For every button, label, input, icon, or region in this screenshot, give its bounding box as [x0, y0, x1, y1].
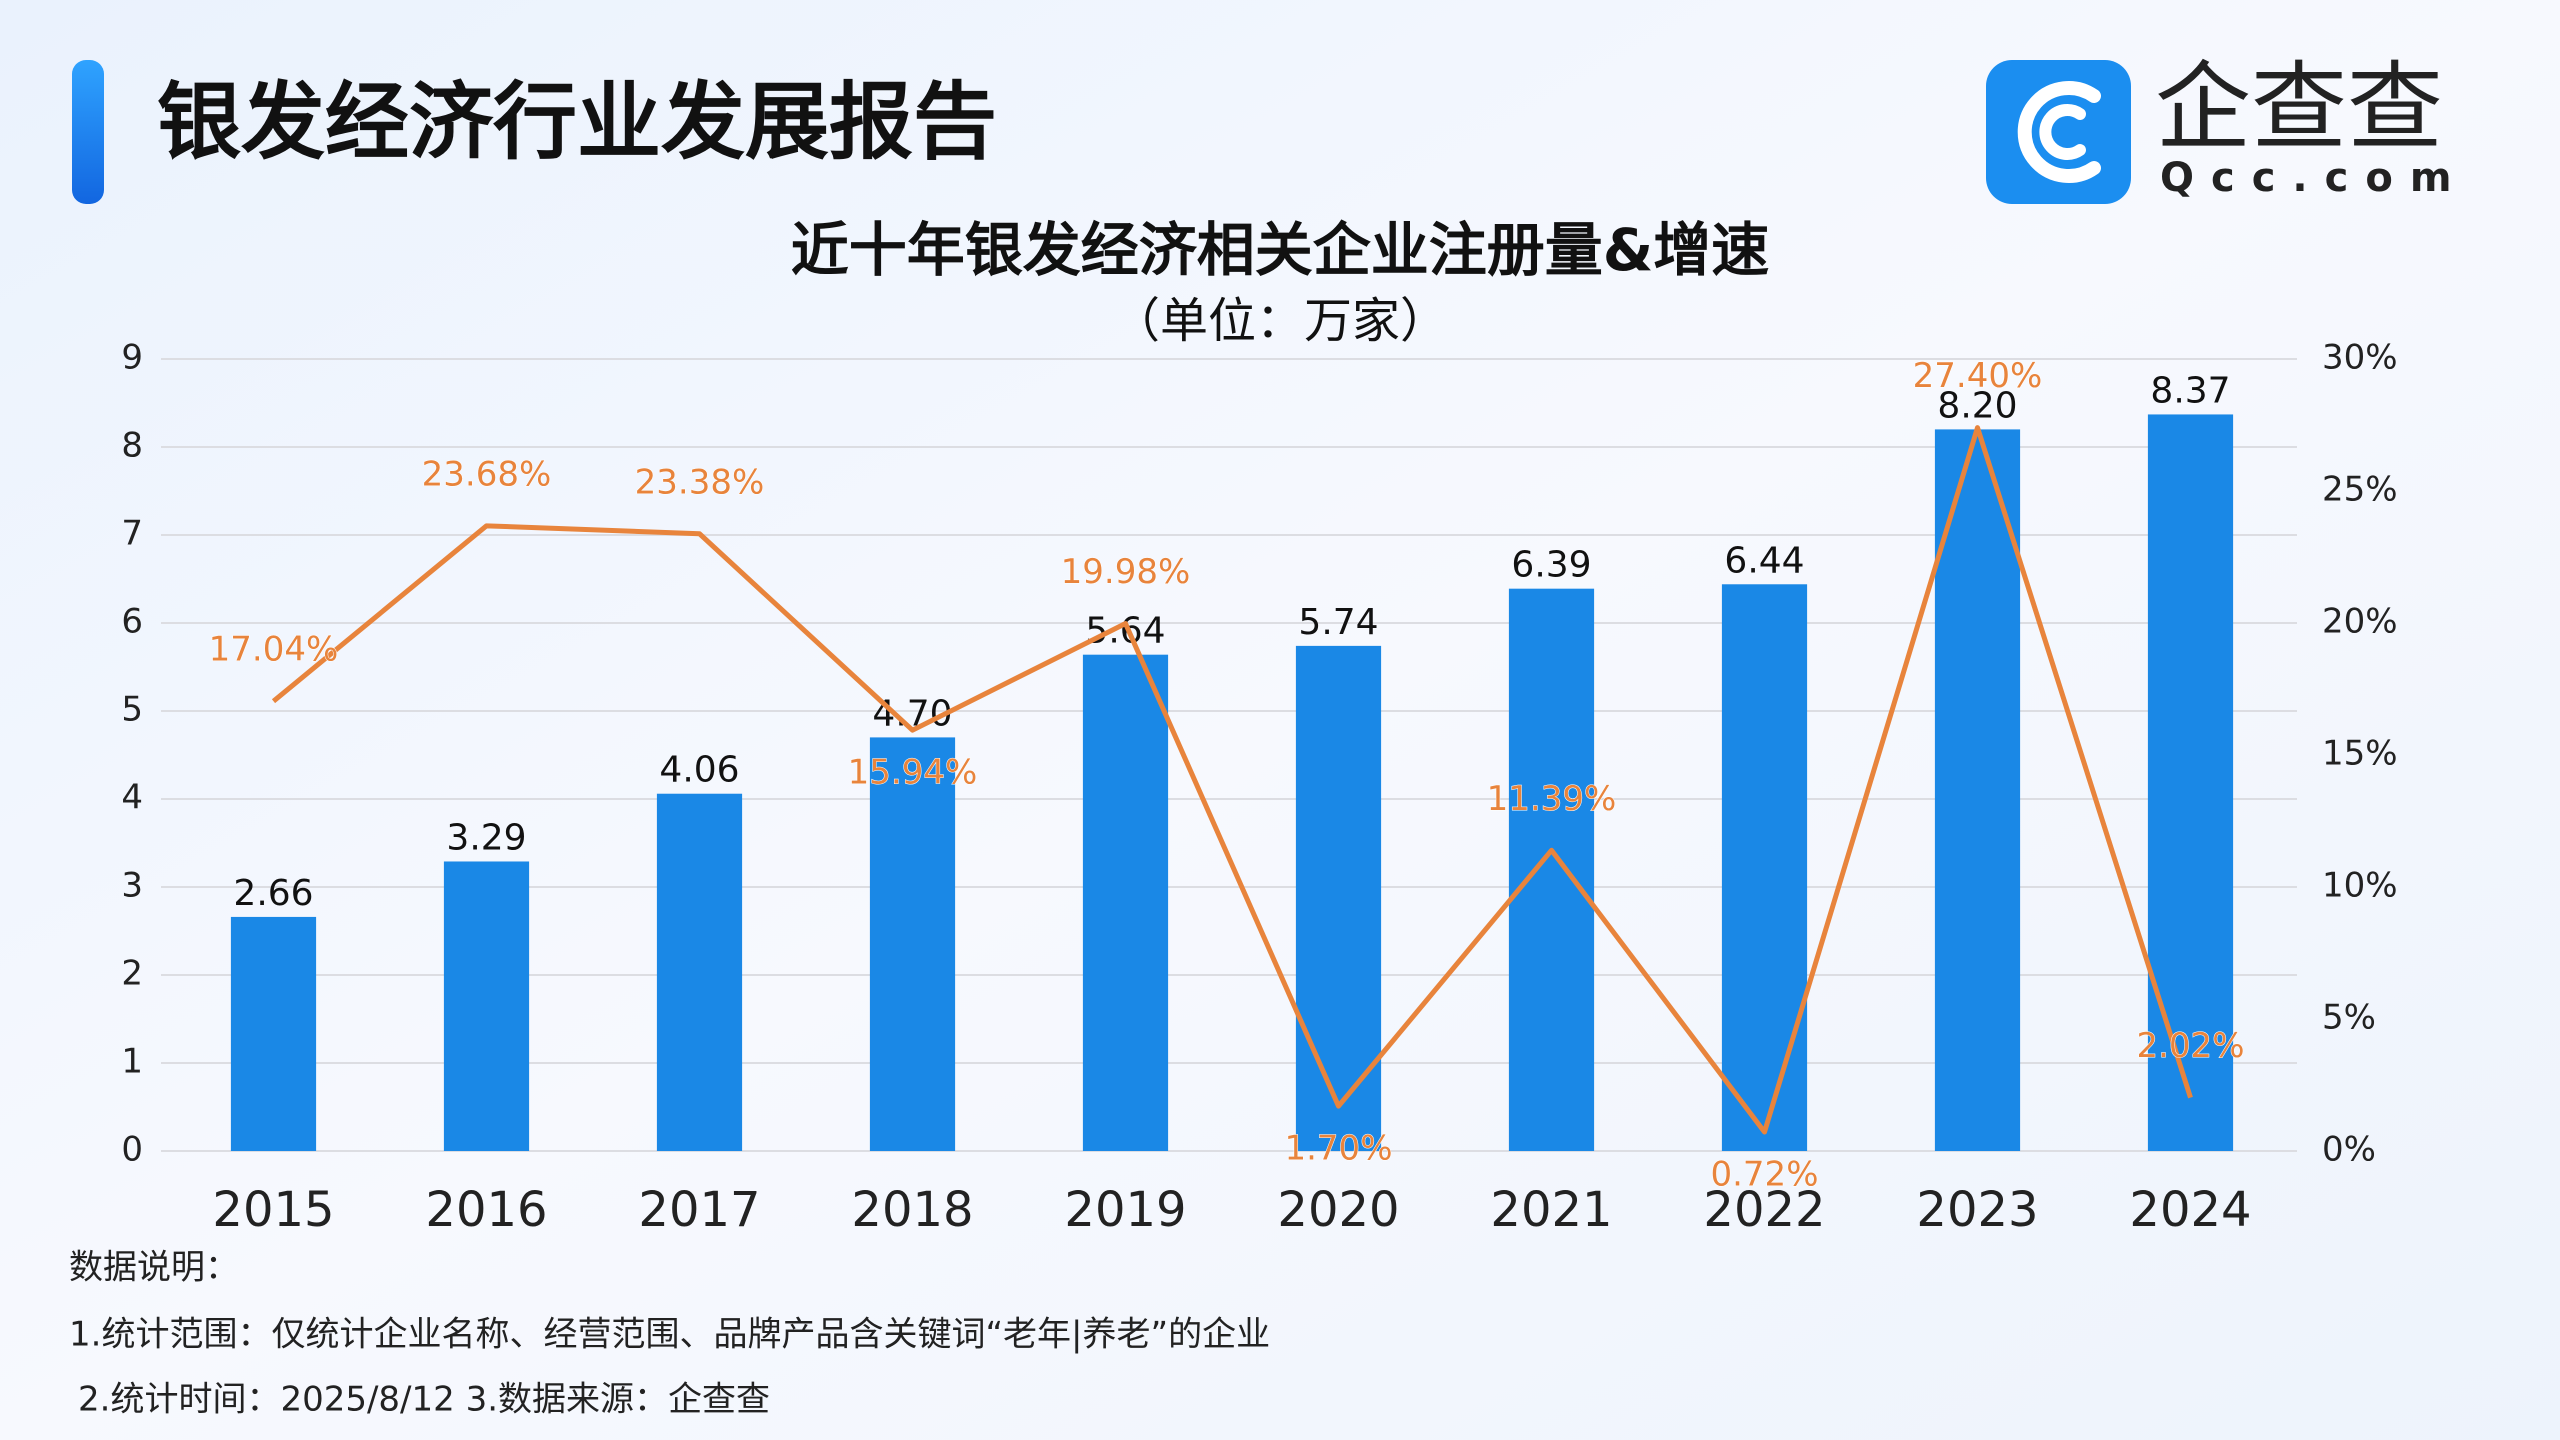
y-tick-label: 4: [121, 778, 143, 818]
logo-subtext: Qcc.com: [2160, 155, 2469, 201]
x-tick-label: 2016: [425, 1182, 547, 1238]
bar-value-label: 4.06: [659, 750, 739, 791]
y2-tick-label: 5%: [2322, 998, 2376, 1038]
y2-tick-label: 25%: [2322, 470, 2398, 510]
bar: [2147, 414, 2234, 1151]
y2-tick-label: 10%: [2322, 866, 2398, 906]
line-value-label: 19.98%: [1061, 552, 1191, 592]
logo: 企查查 Qcc.com: [1986, 51, 2469, 204]
line-value-label: 0.72%: [1710, 1154, 1818, 1194]
y2-tick-label: 20%: [2322, 602, 2398, 642]
y-tick-label: 9: [121, 338, 143, 378]
line: [271, 425, 2193, 1135]
y2-tick-label: 0%: [2322, 1130, 2376, 1170]
bar: [656, 793, 743, 1151]
bar-value-label: 5.64: [1085, 611, 1165, 652]
note: 数据说明：: [69, 1248, 239, 1288]
note: 2.统计时间：2025/8/12 3.数据来源：企查查: [78, 1380, 770, 1420]
bar: [1934, 429, 2021, 1151]
page-title: 银发经济行业发展报告: [157, 73, 997, 171]
bar-value-label: 6.44: [1724, 540, 1804, 581]
y2-tick-label: 30%: [2322, 338, 2398, 378]
bar-value-label: 5.74: [1298, 602, 1378, 643]
bar-value-label: 8.20: [1937, 385, 2017, 426]
bar: [230, 916, 317, 1151]
bar: [869, 737, 956, 1151]
bar-value-label: 6.39: [1511, 545, 1591, 586]
y-tick-label: 0: [121, 1130, 143, 1170]
bar: [1082, 654, 1169, 1151]
logo-text: 企查查: [2155, 51, 2443, 163]
logo-c: [2017, 81, 2101, 183]
y-tick-label: 3: [121, 866, 143, 906]
x-tick-label: 2015: [212, 1182, 334, 1238]
y2-tick-label: 15%: [2322, 734, 2398, 774]
line-value-label: 27.40%: [1913, 356, 2043, 396]
x-tick-label: 2020: [1277, 1182, 1399, 1238]
title-accent: [72, 60, 104, 204]
chart-title: 近十年银发经济相关企业注册量&增速: [791, 216, 1770, 284]
bar: [1295, 645, 1382, 1151]
y-tick-label: 5: [121, 690, 143, 730]
x-tick-label: 2021: [1490, 1182, 1612, 1238]
y-tick-label: 8: [121, 426, 143, 466]
chart-subtitle: （单位：万家）: [1112, 293, 1448, 349]
line-value-label: 11.39%: [1487, 779, 1617, 819]
y-tick-label: 1: [121, 1042, 143, 1082]
logo-icon: [1986, 60, 2131, 204]
bar: [1721, 584, 1808, 1151]
x-tick-label: 2018: [851, 1182, 973, 1238]
bar: [443, 861, 530, 1151]
y-tick-label: 6: [121, 602, 143, 642]
x-tick-label: 2017: [638, 1182, 760, 1238]
line-value-label: 15.94%: [848, 753, 978, 793]
line-value-label: 17.04%: [209, 630, 339, 670]
bar: [1508, 588, 1595, 1151]
line-value-label: 23.68%: [422, 454, 552, 494]
bar-value-label: 8.37: [2150, 370, 2230, 411]
line-value-label: 2.02%: [2136, 1026, 2244, 1066]
bar-value-label: 2.66: [233, 873, 313, 914]
y-tick-label: 7: [121, 514, 143, 554]
x-tick-label: 2024: [2129, 1182, 2251, 1238]
logo-c-inner: [2039, 104, 2086, 160]
x-tick-label: 2023: [1916, 1182, 2038, 1238]
x-tick-label: 2019: [1064, 1182, 1186, 1238]
note: 1.统计范围：仅统计企业名称、经营范围、品牌产品含关键词“老年|养老”的企业: [69, 1315, 1270, 1355]
plot: 0 1 2 3 4 5 6 7 8 9 0% 5% 10% 15% 20% 25% 30% 2015 2016 201…: [121, 338, 2397, 1239]
x-tick-label: 2022: [1703, 1182, 1825, 1238]
line-value-label: 23.38%: [635, 462, 765, 502]
bar-value-label: 3.29: [446, 817, 526, 858]
y-tick-label: 2: [121, 954, 143, 994]
line-value-label: 1.70%: [1284, 1129, 1392, 1169]
